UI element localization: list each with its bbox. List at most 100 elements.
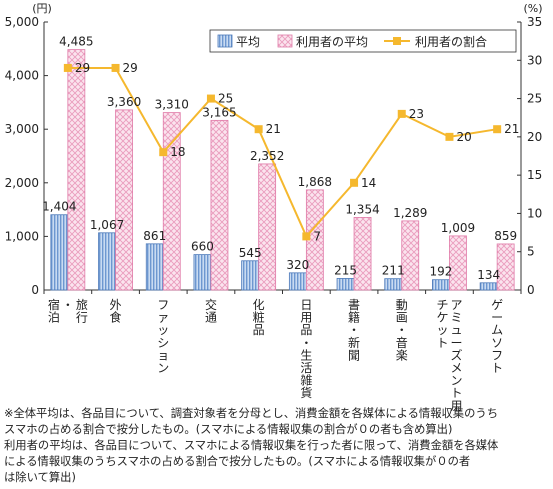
data-label-average: 861 [143,229,166,243]
legend-swatch-user-share-marker [393,37,401,45]
x-category-label: ゲームソフト [491,298,503,375]
line-point-user-share [302,232,311,241]
bar-user-average [162,112,181,291]
data-label-average: 660 [191,240,214,254]
bar-user-average [496,243,515,291]
line-layer [63,63,502,241]
bar-average [145,243,164,291]
right-tick-label: 10 [527,206,542,220]
legend-swatch-average [217,34,233,48]
left-tick-label: 3,000 [5,122,39,136]
line-point-user-share [397,109,406,118]
line-point-user-share [350,178,359,187]
data-label-user-share: 18 [170,145,185,159]
bar-average [479,282,498,291]
data-label-user-share: 23 [409,107,424,121]
right-tick-label: 0 [527,283,535,297]
x-category-label: ファッション [157,298,169,375]
line-point-user-share [206,94,215,103]
data-label-user-share: 29 [123,61,138,75]
data-label-user-average: 2,352 [250,149,284,163]
right-tick-label: 25 [527,92,542,106]
x-category-label: ・ [62,298,74,312]
left-tick-label: 0 [31,283,39,297]
line-point-user-share [159,148,168,157]
data-label-user-share: 14 [361,176,376,190]
right-axis-unit: (%) [523,2,542,15]
x-category-label: 書籍・新聞 [348,298,360,362]
bar-user-average [353,217,372,291]
data-label-average: 192 [429,265,452,279]
bar-average [432,279,450,291]
legend-label-user-average: 利用者の平均 [296,35,368,49]
bar-average [241,260,260,291]
left-tick-label: 5,000 [5,15,39,29]
data-label-average: 320 [286,258,309,272]
data-label-user-share: 21 [266,122,281,136]
line-point-user-share [445,132,454,141]
data-label-average: 1,067 [90,218,124,232]
left-tick-label: 1,000 [5,229,39,243]
legend-label-average: 平均 [236,35,260,49]
bar-average [98,232,116,291]
bar-user-average [210,119,229,291]
legend: 平均 利用者の平均 利用者の割合 [209,29,517,53]
footnote-line-2: スマホの占める割合で按分したもの。(スマホによる情報収集の割合が０の者も含め算出… [4,423,453,436]
data-label-user-average: 3,360 [107,95,141,109]
bar-user-average [401,220,420,291]
data-label-user-share: 20 [456,130,471,144]
bar-average [288,272,307,291]
x-category-label: 動画・音楽 [396,298,408,362]
bar-average [384,278,403,291]
line-user-share [67,66,498,239]
right-tick-label: 20 [527,130,542,144]
legend-swatch-user-average [277,34,293,48]
x-category-label: 交通 [205,297,217,325]
x-category-label: アミューズメント用 [450,298,462,413]
x-category-label: 旅行 [76,298,88,325]
bar-average [336,278,355,291]
right-tick-label: 35 [527,15,542,29]
bar-user-average [449,235,467,291]
bar-average [193,254,212,291]
x-category-label: 宿泊 [48,297,60,325]
data-label-average: 211 [382,264,405,278]
data-label-user-average: 1,009 [441,221,475,235]
footnote-line-3: 利用者の平均は、各品目について、スマホによる情報収集を行った者に限って、消費金額… [4,439,499,452]
x-category-label: 日用品・生活雑貨 [300,298,312,400]
data-label-user-share: 7 [313,229,321,243]
bar-average [50,214,69,291]
footnote-line-1: ※全体平均は、各品目について、調査対象者を分母とし、消費金額を各媒体による情報収… [4,407,498,420]
data-label-user-average: 1,354 [345,202,379,216]
line-point-user-share [254,125,263,134]
data-label-user-share: 29 [75,61,90,75]
legend-label-user-share: 利用者の割合 [415,34,487,49]
data-label-user-average: 3,165 [202,105,236,119]
line-point-user-share [63,63,72,72]
bar-user-average [258,163,277,291]
right-tick-label: 15 [527,168,542,182]
bars-layer [50,49,515,291]
bar-user-average [67,49,86,291]
data-label-average: 1,404 [42,200,76,214]
line-point-user-share [111,63,120,72]
footnote-line-4: による情報収集のうちスマホの占める割合で按分したもの。(スマホによる情報収集が０… [4,455,471,468]
footnote-line-5: は除いて算出) [4,471,76,484]
left-tick-label: 4,000 [5,69,39,83]
data-label-user-average: 1,868 [298,175,332,189]
data-label-user-share: 25 [218,92,233,106]
data-label-user-average: 4,485 [59,35,93,49]
data-label-average: 545 [239,246,262,260]
x-category-label: チケット [436,298,448,350]
left-axis-unit: (円) [32,2,52,15]
labels-layer: 1,404 4,485 1,067 3,360 861 3,310 660 3,165 545 2… [42,35,519,282]
data-label-average: 215 [334,263,357,277]
bar-user-average [115,109,133,291]
axes-layer: 0 1,000 2,000 3,000 4,000 5,000 0 5 10 15 20 25 30 35… [5,2,543,413]
left-tick-label: 2,000 [5,176,39,190]
data-label-average: 134 [477,268,500,282]
data-label-user-average: 1,289 [393,206,427,220]
right-tick-label: 5 [527,245,535,259]
